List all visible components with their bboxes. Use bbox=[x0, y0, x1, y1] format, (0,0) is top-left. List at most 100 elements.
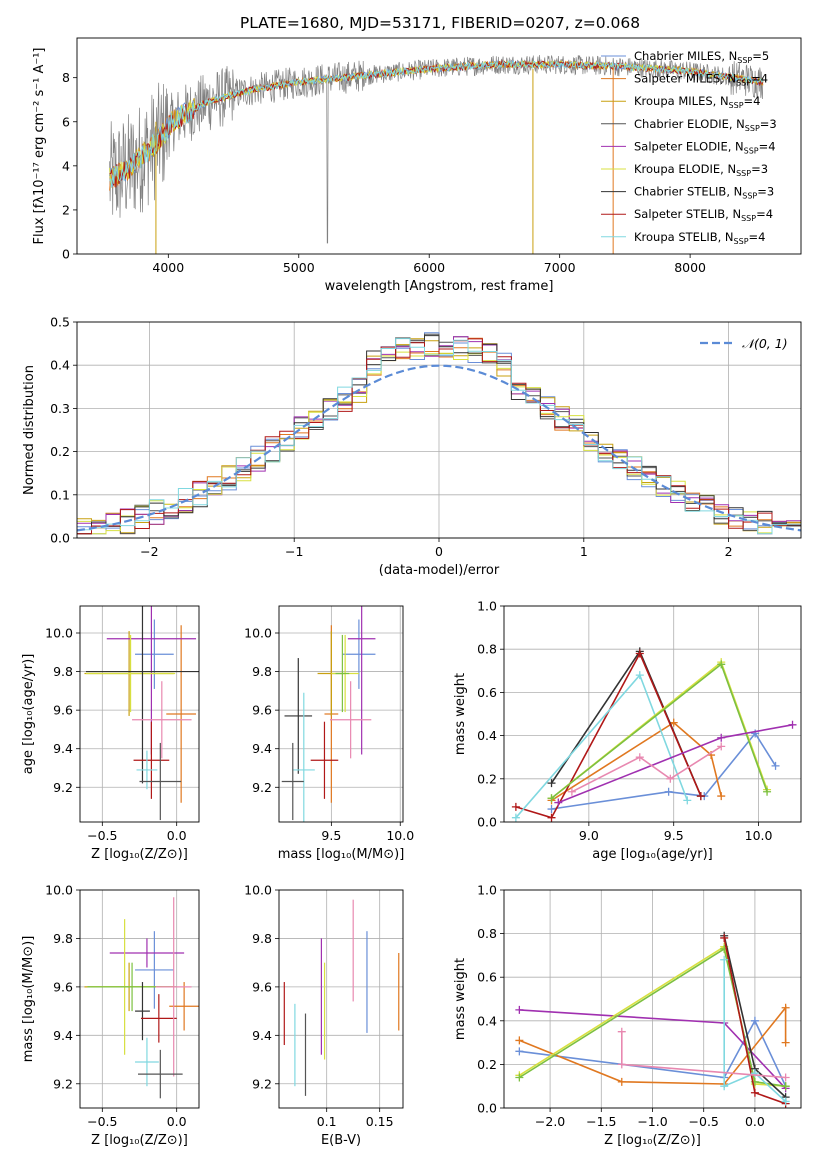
series-marker bbox=[511, 813, 520, 822]
y-tick-label: 0.3 bbox=[50, 401, 70, 416]
y-tick-label: 9.8 bbox=[252, 664, 272, 679]
x-tick-label: 10.0 bbox=[386, 828, 414, 843]
legend-subscript: SSP bbox=[745, 124, 760, 133]
x-axis-label: Z [log₁₀(Z/Z⊙)] bbox=[91, 1133, 188, 1148]
y-axis-label: Normed distribution bbox=[22, 365, 37, 495]
y-tick-label: 0.0 bbox=[477, 1101, 497, 1116]
legend-subscript: SSP bbox=[736, 79, 751, 88]
x-tick-label: −0.5 bbox=[87, 1114, 117, 1129]
y-axis-label: mass weight bbox=[453, 958, 468, 1040]
axes-frame bbox=[503, 605, 802, 823]
series-marker bbox=[635, 753, 644, 762]
plot-area bbox=[84, 606, 199, 821]
y-axis-label: mass weight bbox=[453, 673, 468, 755]
series-line-salpeter_miles bbox=[551, 721, 722, 802]
x-tick-label: 5000 bbox=[283, 260, 315, 275]
legend-entry: Chabrier MILES, NSSP=5 bbox=[634, 49, 769, 65]
x-axis-label: Z [log₁₀(Z/Z⊙)] bbox=[91, 847, 188, 862]
x-axis-label: (data-model)/error bbox=[379, 563, 500, 578]
legend-subscript: SSP bbox=[734, 237, 749, 246]
legend-label: Kroupa MILES, N bbox=[634, 94, 729, 108]
x-tick-label: 2 bbox=[725, 544, 733, 559]
legend-suffix: =4 bbox=[756, 207, 773, 221]
figure-title: PLATE=1680, MJD=53171, FIBERID=0207, z=0… bbox=[240, 14, 640, 32]
x-axis-label: E(B-V) bbox=[321, 1133, 361, 1148]
legend-suffix: =3 bbox=[757, 185, 774, 199]
x-tick-label: 9.5 bbox=[321, 828, 341, 843]
y-tick-label: 4 bbox=[62, 158, 70, 173]
y-axis-label: age [log₁₀(age/yr)] bbox=[21, 654, 36, 775]
legend-entry: Chabrier STELIB, NSSP=3 bbox=[634, 185, 774, 201]
y-tick-label: 9.8 bbox=[252, 931, 272, 946]
y-tick-label: 0.2 bbox=[477, 771, 497, 786]
axes-frame bbox=[79, 605, 200, 823]
x-tick-label: 0.1 bbox=[317, 1114, 337, 1129]
x-tick-label: 9.0 bbox=[579, 828, 599, 843]
series-marker bbox=[763, 787, 772, 796]
series-marker bbox=[750, 1088, 759, 1097]
legend-label: Chabrier STELIB, N bbox=[634, 185, 742, 199]
axes-frame bbox=[76, 321, 802, 539]
series-marker bbox=[720, 955, 729, 964]
y-tick-label: 10.0 bbox=[45, 626, 73, 641]
x-axis-label: Z [log₁₀(Z/Z⊙)] bbox=[604, 1133, 701, 1148]
series-marker bbox=[547, 805, 556, 814]
plot-area bbox=[515, 931, 790, 1108]
mass_weight_vs_Z-panel: −2.0 −1.5 −1.0 −0.5 0.0 0.0 0.2 0.4 0.6 0.8 1.0 Z [… bbox=[453, 883, 802, 1148]
axes-frame bbox=[278, 889, 404, 1109]
legend-subscript: SSP bbox=[742, 192, 757, 201]
plot-area bbox=[281, 606, 376, 822]
legend-subscript: SSP bbox=[736, 169, 751, 178]
series-marker bbox=[635, 671, 644, 680]
y-tick-label: 1.0 bbox=[477, 883, 497, 898]
mass_vs_Z-panel: −0.5 0.0 9.2 9.4 9.6 9.8 10.0 Z [log₁₀(Z/Z⊙)] ma… bbox=[21, 883, 200, 1148]
series-marker bbox=[696, 792, 705, 801]
x-axis-label: wavelength [Angstrom, rest frame] bbox=[325, 279, 554, 294]
residuals-legend: 𝒩(0, 1) bbox=[700, 336, 788, 351]
x-tick-label: 0.0 bbox=[745, 1114, 765, 1129]
plot-area bbox=[511, 647, 797, 822]
y-tick-label: 0.1 bbox=[50, 487, 70, 502]
axes-frame bbox=[76, 37, 802, 255]
axes-frame bbox=[79, 889, 200, 1109]
series-marker bbox=[781, 1073, 790, 1082]
series-marker bbox=[511, 802, 520, 811]
mass_vs_EBV-panel: 0.1 0.15 9.2 9.4 9.6 9.8 10.0 E(B-V) bbox=[244, 883, 404, 1148]
plot-area bbox=[109, 54, 764, 254]
y-tick-label: 9.2 bbox=[252, 1076, 272, 1091]
series-marker bbox=[635, 649, 644, 658]
legend-suffix: =3 bbox=[760, 117, 777, 131]
series-marker bbox=[547, 779, 556, 788]
series-marker bbox=[617, 1060, 626, 1069]
x-axis-label: age [log₁₀(age/yr)] bbox=[592, 847, 713, 862]
y-tick-label: 9.4 bbox=[53, 1028, 73, 1043]
y-tick-label: 0.4 bbox=[477, 1013, 497, 1028]
residuals-panel: −2 −1 0 1 2 0.0 0.1 0.2 0.3 0.4 0.5 (data-model)/er… bbox=[22, 315, 802, 578]
y-tick-label: 0.8 bbox=[477, 642, 497, 657]
series-marker bbox=[788, 720, 797, 729]
y-tick-label: 0.4 bbox=[50, 358, 70, 373]
x-tick-label: −1.0 bbox=[637, 1114, 667, 1129]
y-tick-label: 0 bbox=[62, 247, 70, 262]
legend-label: Kroupa ELODIE, N bbox=[634, 162, 736, 176]
legend-subscript: SSP bbox=[729, 101, 744, 110]
series-marker bbox=[664, 787, 673, 796]
y-tick-label: 9.4 bbox=[252, 741, 272, 756]
normal-curve bbox=[77, 364, 801, 532]
y-tick-label: 0.4 bbox=[477, 728, 497, 743]
series-marker bbox=[669, 718, 678, 727]
series-line-kroupa_stelib bbox=[515, 673, 689, 819]
x-tick-label: −2.0 bbox=[535, 1114, 565, 1129]
legend-entry: Salpeter STELIB, NSSP=4 bbox=[634, 207, 773, 223]
x-tick-label: 8000 bbox=[674, 260, 706, 275]
series-marker bbox=[717, 733, 726, 742]
legend-label: Salpeter STELIB, N bbox=[634, 207, 741, 221]
y-tick-label: 9.6 bbox=[252, 703, 272, 718]
series-line-salpeter_stelib bbox=[515, 651, 702, 819]
y-tick-label: 0.6 bbox=[477, 685, 497, 700]
y-tick-label: 9.8 bbox=[53, 931, 73, 946]
series-marker bbox=[515, 1036, 524, 1045]
series-line-kroupa_stelib bbox=[723, 959, 787, 1103]
